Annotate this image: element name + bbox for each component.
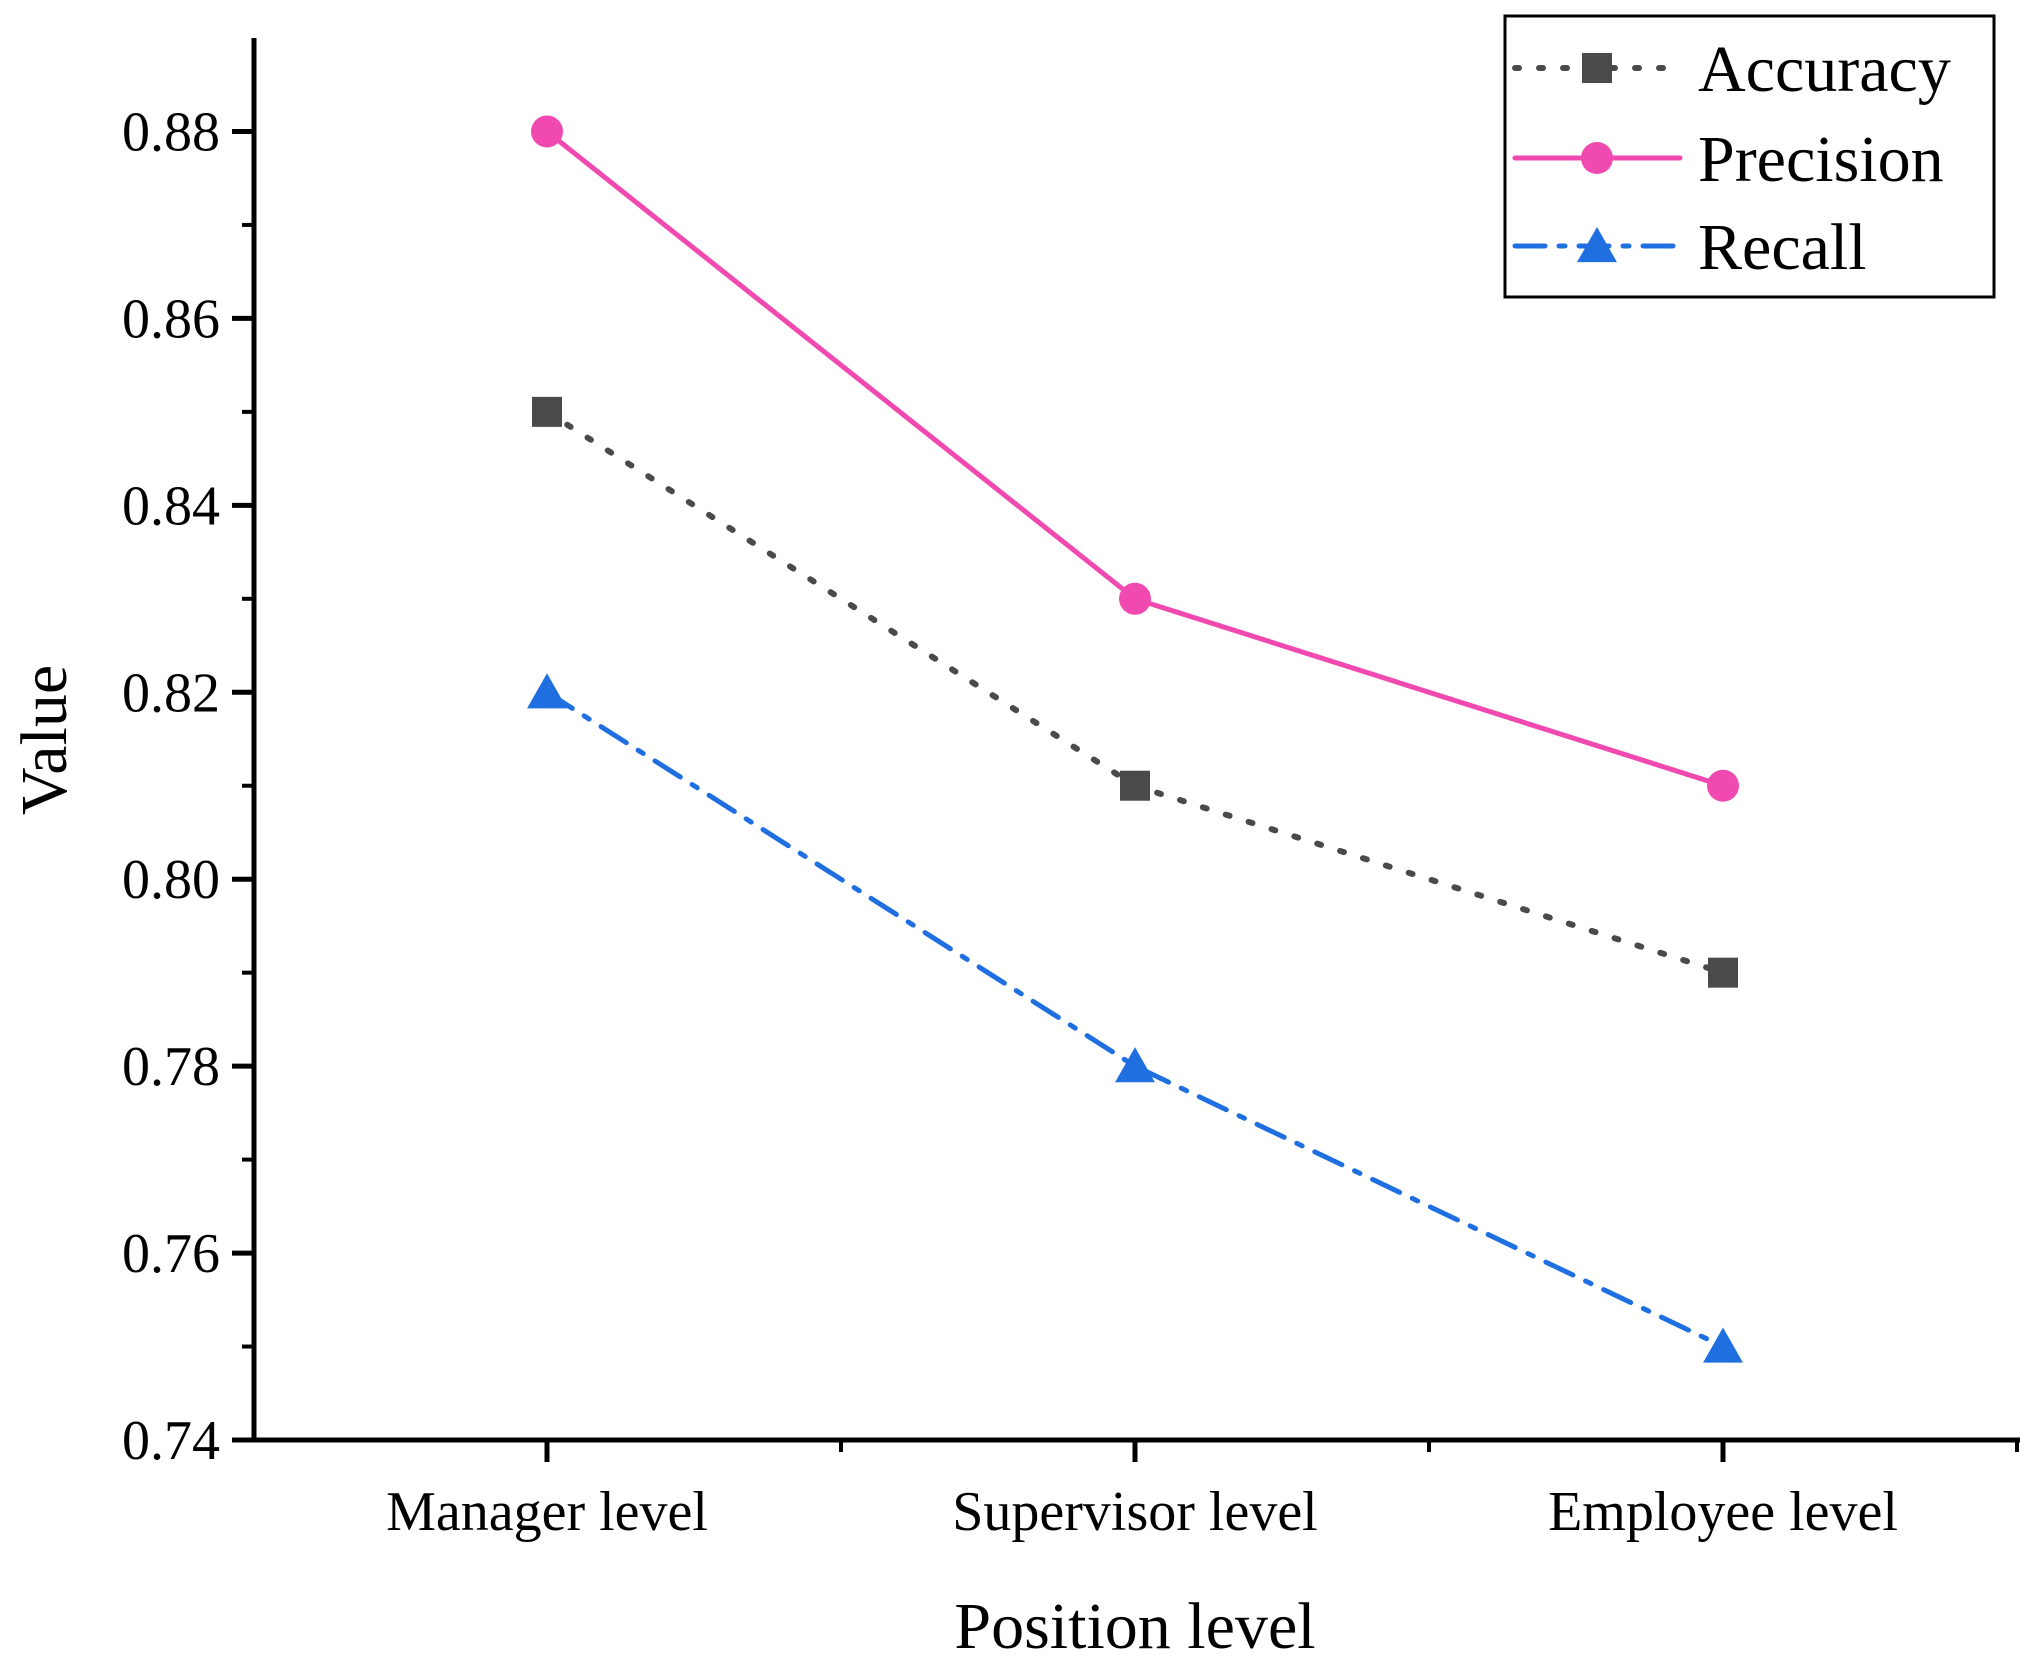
x-tick-label: Employee level xyxy=(1548,1481,1898,1543)
data-point-accuracy xyxy=(1708,957,1738,988)
legend: Accuracy Precision Recall xyxy=(1503,14,1996,299)
y-tick-label: 0.74 xyxy=(122,1410,220,1472)
x-axis-ticks: Manager level Supervisor level Employee le… xyxy=(386,1440,2019,1543)
x-tick-label: Manager level xyxy=(386,1481,708,1543)
y-tick-label: 0.78 xyxy=(122,1036,220,1098)
y-axis-ticks: 0.74 0.76 0.78 0.80 0.82 0.84 0.86 0.88 xyxy=(122,101,254,1472)
data-point-accuracy xyxy=(1120,770,1150,801)
series-recall xyxy=(527,673,1743,1363)
y-tick-label: 0.88 xyxy=(122,101,220,163)
series-layer xyxy=(527,115,1743,1363)
series-line-accuracy xyxy=(544,408,1726,976)
data-point-precision xyxy=(531,115,563,148)
data-point-accuracy xyxy=(532,396,562,427)
legend-label: Recall xyxy=(1698,211,1867,284)
legend-marker-accuracy xyxy=(1582,53,1612,83)
y-tick-label: 0.82 xyxy=(122,662,220,724)
data-point-recall xyxy=(1115,1047,1155,1083)
series-line-recall xyxy=(544,689,1726,1350)
legend-marker-recall xyxy=(1577,227,1617,263)
data-point-recall xyxy=(527,673,567,709)
data-point-precision xyxy=(1119,582,1151,615)
x-tick-label: Supervisor level xyxy=(952,1481,1317,1543)
legend-marker-precision xyxy=(1581,142,1613,174)
legend-label: Accuracy xyxy=(1698,33,1951,106)
series-precision xyxy=(531,115,1739,802)
data-point-precision xyxy=(1707,769,1739,802)
y-tick-label: 0.84 xyxy=(122,475,220,537)
y-axis-title: Value xyxy=(8,665,81,815)
data-point-recall xyxy=(1703,1327,1743,1363)
legend-label: Precision xyxy=(1698,123,1944,196)
series-accuracy xyxy=(532,396,1738,988)
y-tick-label: 0.86 xyxy=(122,288,220,350)
y-tick-label: 0.80 xyxy=(122,849,220,911)
y-tick-label: 0.76 xyxy=(122,1223,220,1285)
x-axis-title: Position level xyxy=(954,1590,1315,1663)
